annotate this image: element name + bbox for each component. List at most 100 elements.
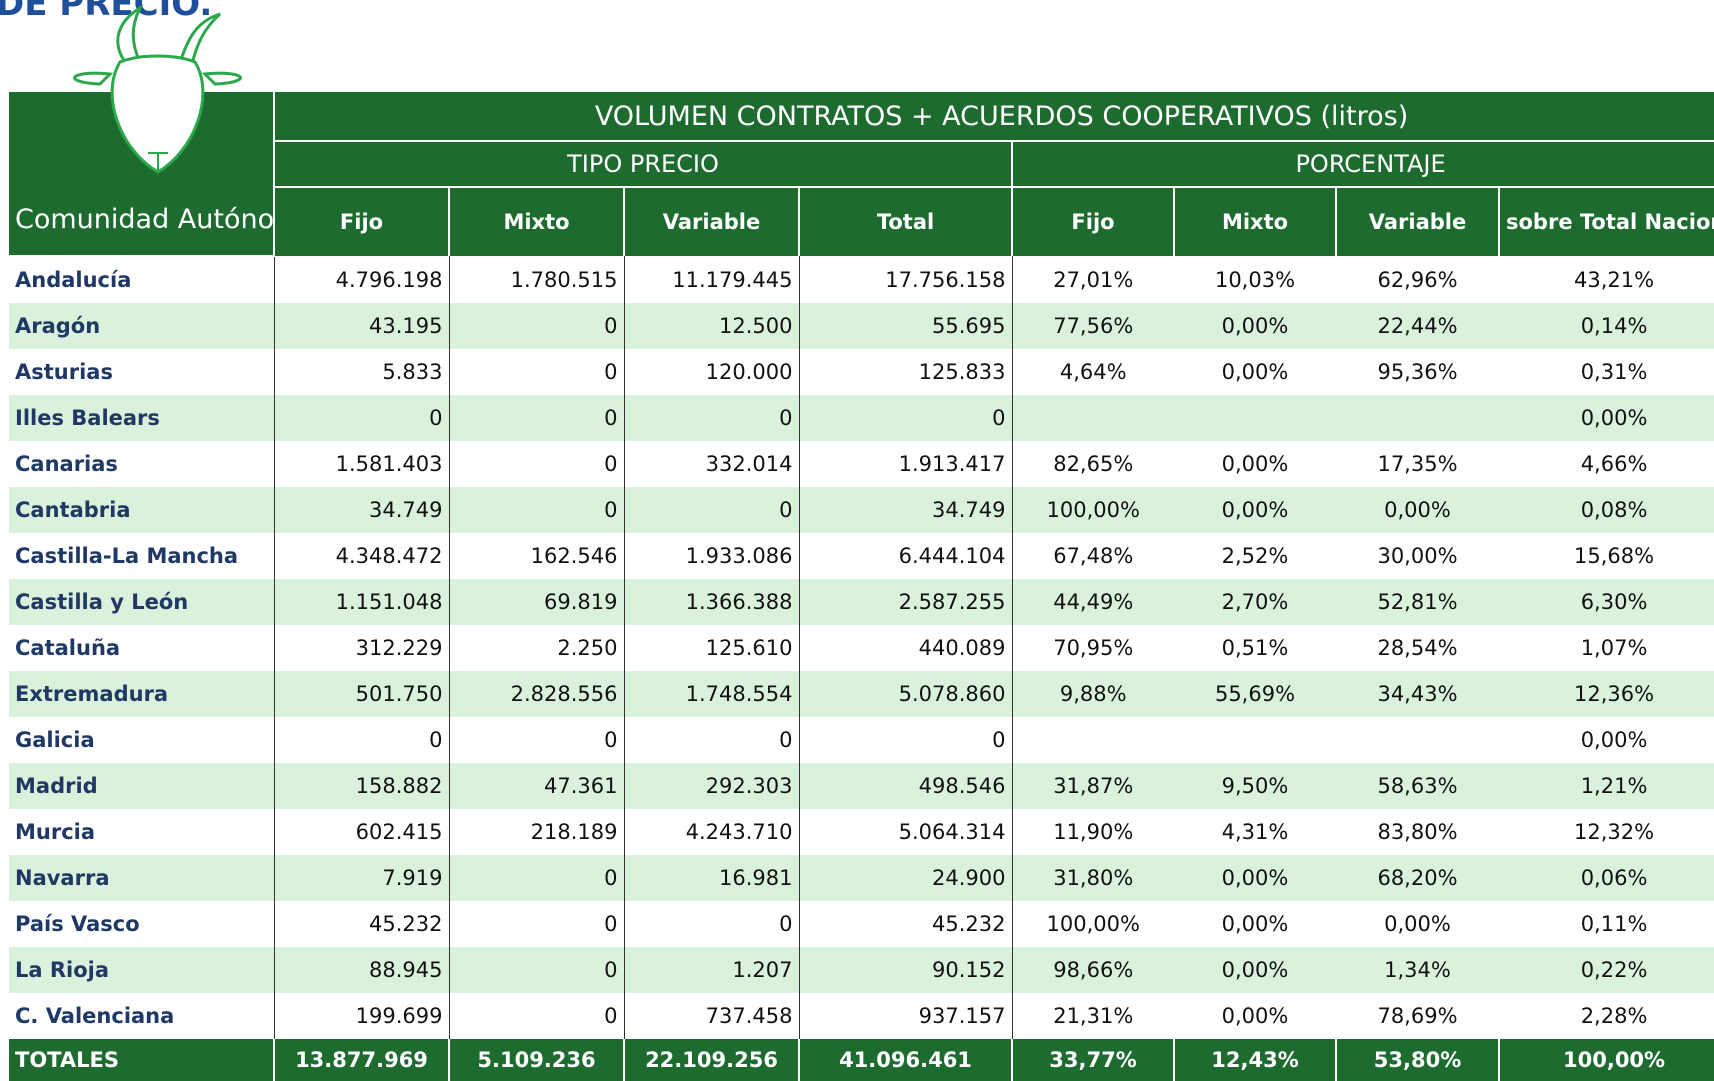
cell: 0,11% xyxy=(1580,912,1648,936)
column-header: sobre Total Nacion xyxy=(1499,187,1714,256)
cell: 10,03% xyxy=(1214,267,1296,292)
cell: 95,36% xyxy=(1377,360,1458,384)
table-row: Aragón 43.195 0 12.500 55.695 77,56% 0,00% 22,4… xyxy=(9,303,1714,349)
cell: 58,63% xyxy=(1336,763,1499,809)
cell: 158.882 xyxy=(274,763,450,809)
row-label: Andalucía xyxy=(9,256,275,303)
column-header: Mixto xyxy=(1174,187,1337,256)
cell: 45.232 xyxy=(799,901,1013,947)
cell: 1.151.048 xyxy=(274,579,450,625)
cell: 4.796.198 xyxy=(274,256,450,303)
cell: 440.089 xyxy=(799,625,1013,671)
cell: 2,28% xyxy=(1580,1004,1648,1028)
cell: 34.749 xyxy=(799,487,1013,533)
column-header: Variable xyxy=(1336,187,1500,256)
cell: 55,69% xyxy=(1174,671,1336,717)
cell xyxy=(1012,717,1174,763)
row-label: País Vasco xyxy=(9,901,275,947)
cell: 31,87% xyxy=(1012,763,1174,809)
cell: 0,00% xyxy=(1221,912,1289,936)
cell: 0,00% xyxy=(1174,855,1336,901)
page-title: DE PRECIO. xyxy=(0,0,213,24)
cell: 162.546 xyxy=(449,533,625,579)
cell: 82,65% xyxy=(1053,452,1134,476)
cell: 78,69% xyxy=(1377,1004,1458,1028)
cell: 2,70% xyxy=(1174,579,1336,625)
cell: 11.179.445 xyxy=(624,256,800,303)
subgroup-header: TIPO PRECIO xyxy=(274,141,1013,188)
cell: 0 xyxy=(449,901,625,947)
cell: 0 xyxy=(624,487,800,533)
cell: 0 xyxy=(449,855,625,901)
cell: 937.157 xyxy=(799,993,1013,1039)
cell: 1.933.086 xyxy=(624,533,800,579)
cell xyxy=(1174,395,1336,441)
table-row: Madrid 158.882 47.361 292.303 498.546 31,87% 9… xyxy=(9,763,1714,809)
cell: 2.828.556 xyxy=(449,671,625,717)
cell: 0 xyxy=(449,947,625,993)
cell: 0,00% xyxy=(1174,303,1336,349)
total-cell: 41.096.461 xyxy=(799,1039,1013,1081)
cell: 98,66% xyxy=(1012,947,1174,993)
cell: 1.748.554 xyxy=(624,671,800,717)
cell: 0 xyxy=(449,441,625,487)
group-header: VOLUMEN CONTRATOS + ACUERDOS COOPERATIVO… xyxy=(274,92,1714,142)
column-header: Fijo xyxy=(1012,187,1175,256)
cell: 52,81% xyxy=(1336,579,1499,625)
cell: 0,51% xyxy=(1221,636,1289,660)
total-cell: 22.109.256 xyxy=(624,1039,800,1081)
cell xyxy=(1336,717,1499,763)
table-row: Castilla-La Mancha 4.348.472 162.546 1.933.… xyxy=(9,533,1714,579)
cell: 6,30% xyxy=(1499,579,1714,625)
cell: 69.819 xyxy=(449,579,625,625)
row-label: Illes Balears xyxy=(9,395,275,441)
cell: 120.000 xyxy=(624,349,800,395)
total-cell: 53,80% xyxy=(1336,1039,1500,1081)
cell: 43,21% xyxy=(1574,267,1655,292)
cell: 15,68% xyxy=(1574,544,1655,568)
row-label: TOTALES xyxy=(9,1039,275,1081)
cell: 4,64% xyxy=(1059,360,1127,384)
cell: 0,00% xyxy=(1174,487,1336,533)
table-row: Cantabria 34.749 0 0 34.749 100,00% 0,00% 0,00%… xyxy=(9,487,1714,533)
cell: 47.361 xyxy=(449,763,625,809)
subgroup-header: PORCENTAJE xyxy=(1012,141,1714,188)
cell: 0,31% xyxy=(1580,360,1648,384)
cell: 16.981 xyxy=(624,855,800,901)
cell: 45.232 xyxy=(274,901,450,947)
cell: 2.587.255 xyxy=(799,579,1013,625)
cell: 0,00% xyxy=(1221,452,1289,476)
table-row: Navarra 7.919 0 16.981 24.900 31,80% 0,00% 68,2… xyxy=(9,855,1714,901)
cell: 1,21% xyxy=(1499,763,1714,809)
row-label: Canarias xyxy=(9,441,275,487)
cell: 12,32% xyxy=(1574,820,1655,844)
cell: 1.207 xyxy=(624,947,800,993)
cell: 7.919 xyxy=(274,855,450,901)
table-row: Cataluña 312.229 2.250 125.610 440.089 70,95%… xyxy=(9,625,1714,671)
cell: 0,00% xyxy=(1336,487,1499,533)
cell: 21,31% xyxy=(1053,1004,1134,1028)
cell: 5.064.314 xyxy=(799,809,1013,855)
cell: 1.581.403 xyxy=(274,441,450,487)
total-cell: 5.109.236 xyxy=(449,1039,625,1081)
cell: 31,80% xyxy=(1012,855,1174,901)
cell: 17,35% xyxy=(1377,452,1458,476)
cell: 83,80% xyxy=(1377,820,1458,844)
cell xyxy=(1012,395,1174,441)
cell: 0,14% xyxy=(1499,303,1714,349)
cell: 2.250 xyxy=(449,625,625,671)
cell: 22,44% xyxy=(1336,303,1499,349)
cell: 312.229 xyxy=(274,625,450,671)
table-row: C. Valenciana 199.699 0 737.458 937.157 21,31… xyxy=(9,993,1714,1039)
cell: 77,56% xyxy=(1012,303,1174,349)
cell: 0 xyxy=(274,395,450,441)
cell: 0 xyxy=(624,901,800,947)
table-row: Illes Balears 0 0 0 0 0,00% xyxy=(9,395,1714,441)
total-cell: 13.877.969 xyxy=(274,1039,450,1081)
cell: 4,66% xyxy=(1580,452,1648,476)
cell: 218.189 xyxy=(449,809,625,855)
cell: 498.546 xyxy=(799,763,1013,809)
row-label: Cantabria xyxy=(9,487,275,533)
cell: 0 xyxy=(449,395,625,441)
cell: 34.749 xyxy=(274,487,450,533)
